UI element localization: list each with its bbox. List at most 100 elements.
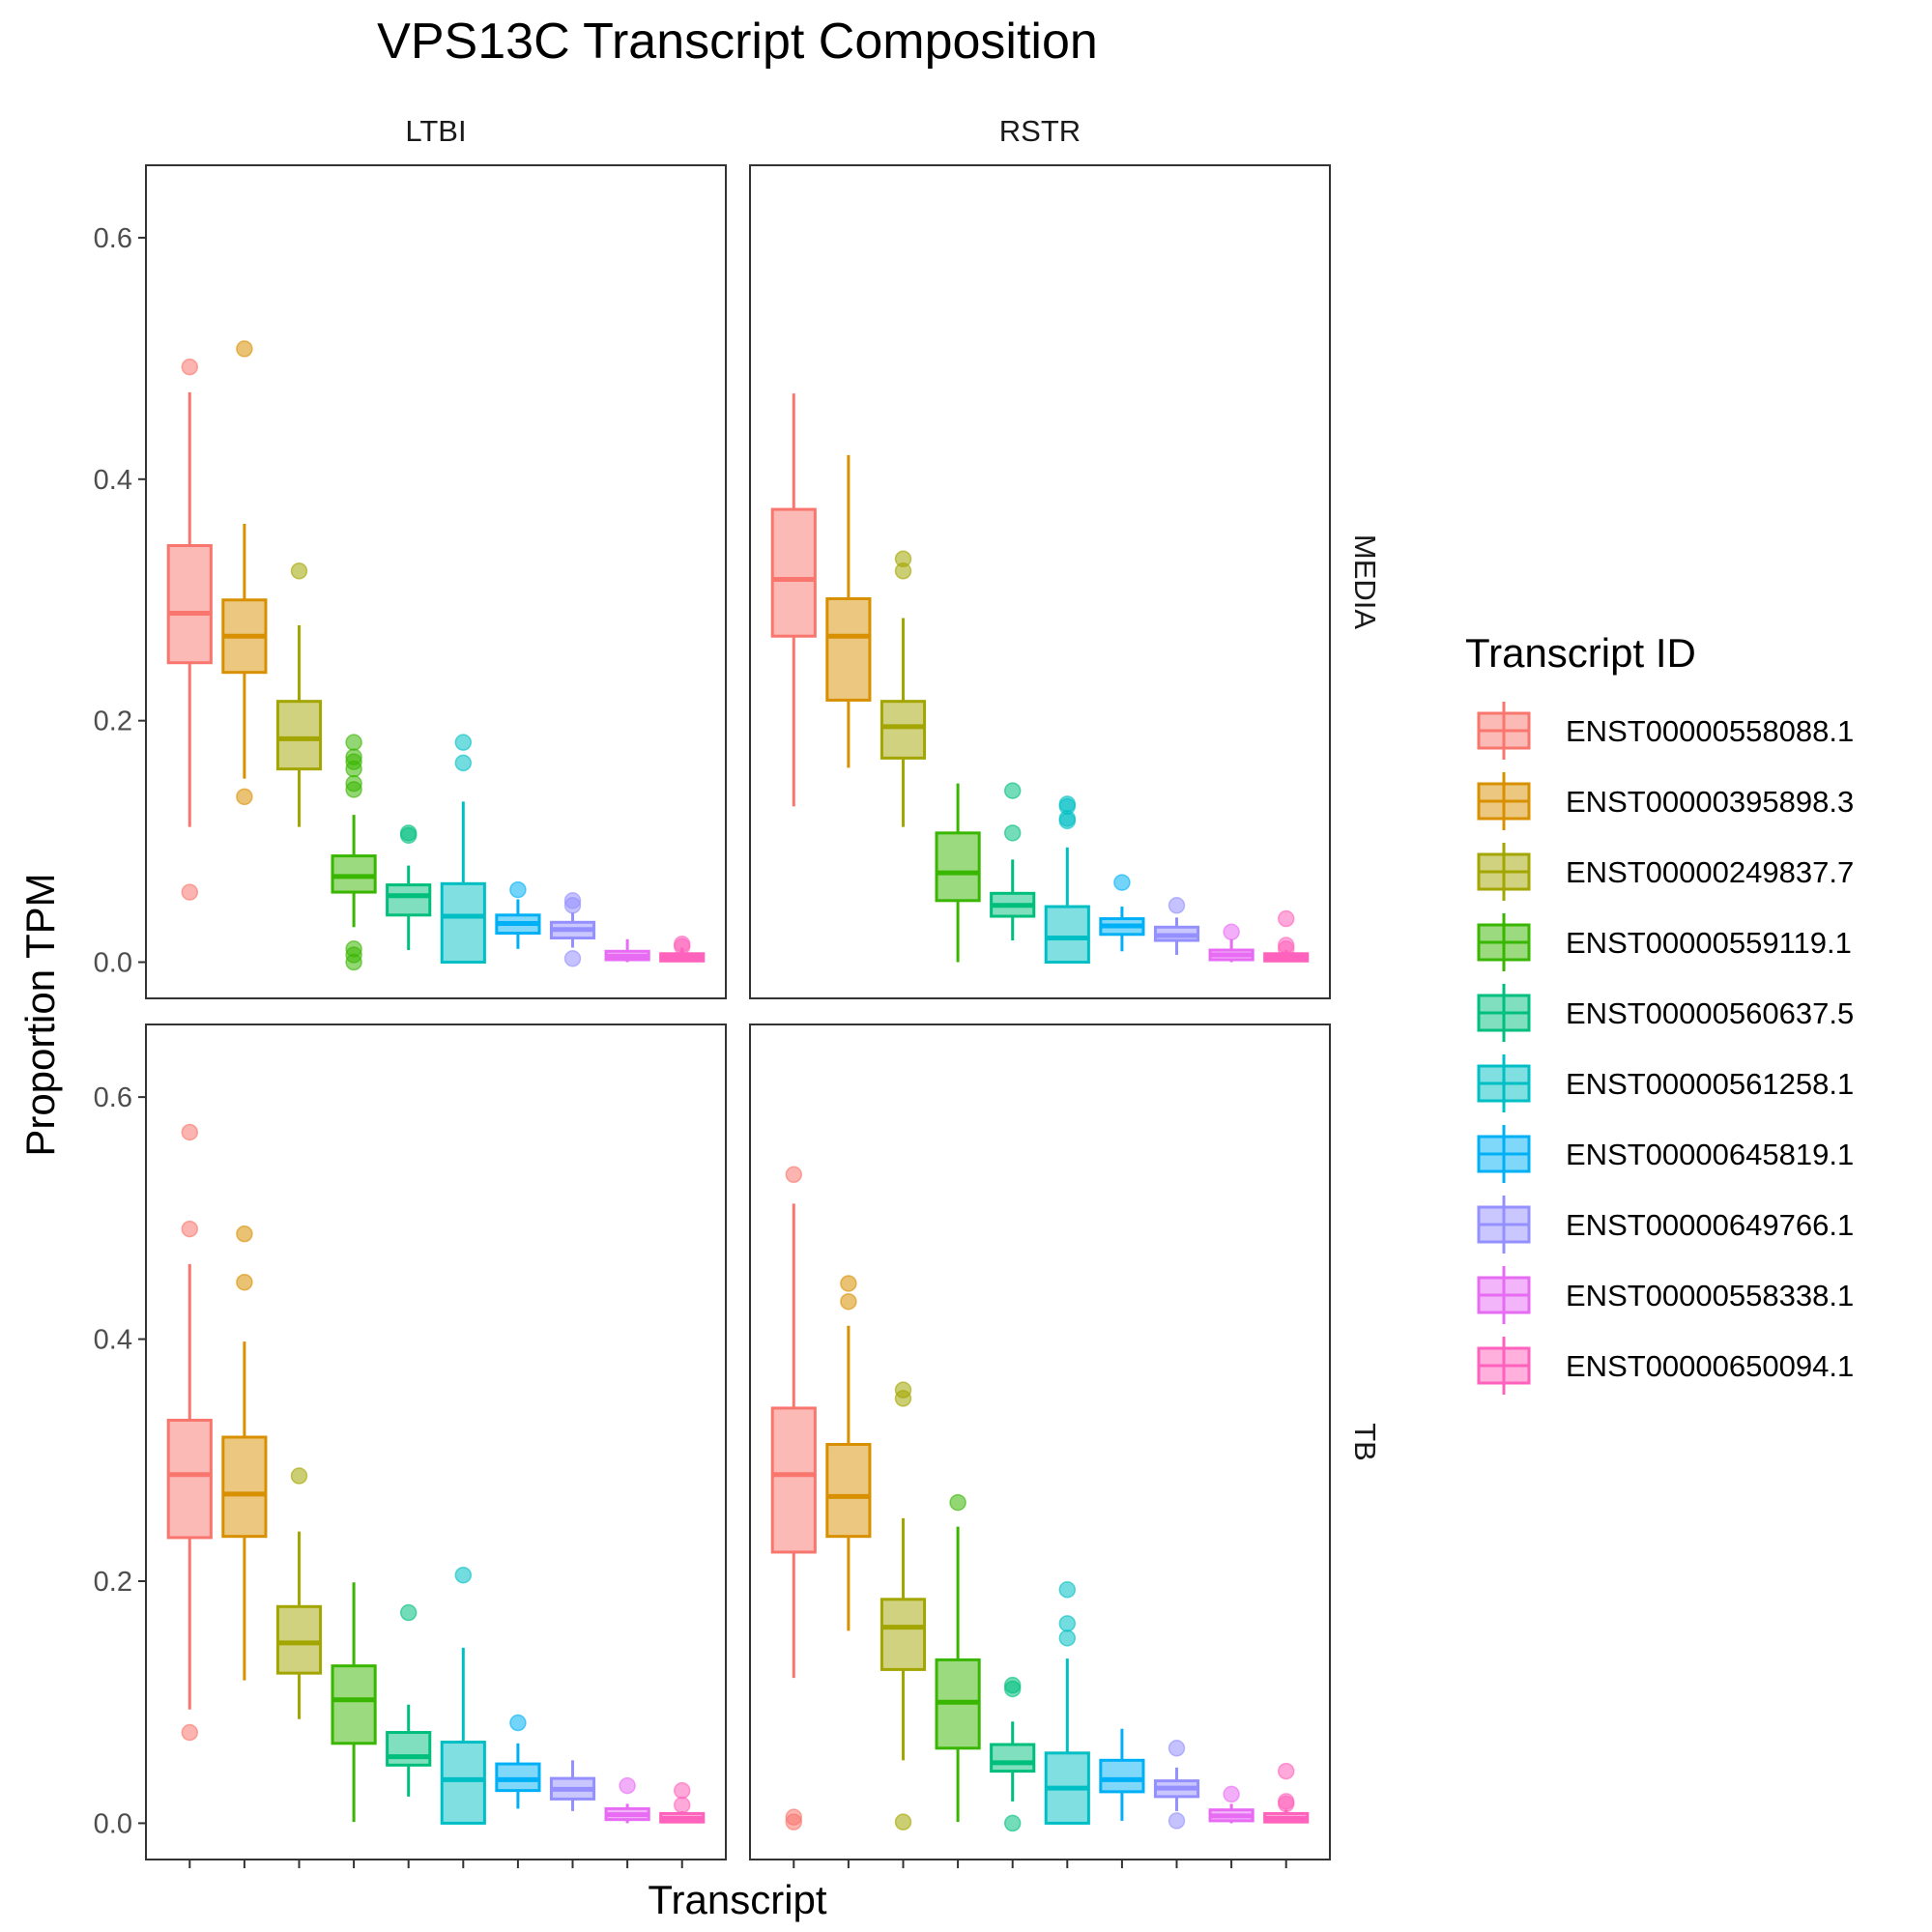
box-iqr xyxy=(1099,1758,1145,1794)
outlier-point xyxy=(181,1220,199,1238)
y-tick-label: 0.0 xyxy=(94,1808,132,1839)
legend-label: ENST00000558338.1 xyxy=(1566,1279,1854,1312)
outlier-point xyxy=(1277,1795,1295,1813)
outlier-point xyxy=(509,880,527,899)
chart-title: VPS13C Transcript Composition xyxy=(377,14,1098,70)
legend-entry: ENST00000561258.1 xyxy=(1477,1054,1854,1112)
outlier-point xyxy=(673,1781,691,1800)
legend-entry: ENST00000645819.1 xyxy=(1477,1125,1854,1183)
outlier-point xyxy=(236,1225,253,1243)
outlier-point xyxy=(236,788,253,806)
facet-strip-tb: TB xyxy=(1348,1423,1382,1461)
facet-panels: LTBI RSTR MEDIA TB 0.0 0.2 0.4 0.6 0.0 0.2 0.4 0.6 xyxy=(94,114,1382,1868)
box-ENST00000395898.3 xyxy=(825,454,872,768)
box-iqr xyxy=(1044,905,1090,965)
outlier-point xyxy=(1277,909,1295,928)
outlier-point xyxy=(1058,1615,1077,1632)
outlier-point xyxy=(454,734,473,751)
box-ENST00000560637.5 xyxy=(386,824,432,951)
box-iqr xyxy=(935,831,981,903)
y-tick-label: 0.4 xyxy=(94,465,132,496)
box-ENST00000558088.1 xyxy=(166,1123,213,1742)
box-iqr xyxy=(770,1406,817,1554)
box-ENST00000559119.1 xyxy=(935,1493,981,1823)
legend-title: Transcript ID xyxy=(1465,630,1696,676)
outlier-point xyxy=(1277,940,1295,958)
outlier-point xyxy=(1113,874,1131,891)
outlier-point xyxy=(1168,1812,1186,1830)
box-ENST00000645819.1 xyxy=(495,1714,541,1809)
box-ENST00000649766.1 xyxy=(549,892,596,967)
outlier-point xyxy=(290,1467,308,1485)
outlier-point xyxy=(454,1566,473,1584)
outlier-point xyxy=(345,760,362,778)
box-iqr xyxy=(386,1731,432,1767)
y-tick-label: 0.2 xyxy=(94,1567,132,1598)
box-ENST00000249837.7 xyxy=(275,562,323,827)
outlier-point xyxy=(1058,812,1077,830)
box-iqr xyxy=(879,700,927,760)
box-ENST00000558338.1 xyxy=(604,938,650,963)
legend-entry: ENST00000558338.1 xyxy=(1477,1266,1854,1324)
outlier-point xyxy=(1003,1814,1022,1832)
box-iqr xyxy=(166,544,213,665)
y-tick-label: 0.6 xyxy=(94,223,132,254)
panel-rstr-media xyxy=(749,164,1331,999)
box-iqr xyxy=(275,700,323,771)
outlier-point xyxy=(1003,782,1022,799)
outlier-point xyxy=(345,781,362,798)
box-ENST00000558088.1 xyxy=(166,358,213,901)
outlier-point xyxy=(1058,1581,1077,1599)
box-iqr xyxy=(221,1435,268,1539)
box-ENST00000559119.1 xyxy=(935,783,981,963)
y-axis-label: Proportion TPM xyxy=(17,873,63,1156)
outlier-point xyxy=(1003,1680,1022,1698)
box-ENST00000560637.5 xyxy=(386,1603,432,1797)
facet-strip-media: MEDIA xyxy=(1348,534,1382,630)
facet-strip-rstr: RSTR xyxy=(999,114,1081,148)
outlier-point xyxy=(399,1603,418,1622)
outlier-point xyxy=(181,1123,199,1141)
outlier-point xyxy=(181,358,199,376)
legend-label: ENST00000649766.1 xyxy=(1566,1208,1854,1242)
y-tick-label: 0.4 xyxy=(94,1325,132,1356)
panel-rstr-tb xyxy=(749,1024,1331,1868)
box-ENST00000249837.7 xyxy=(879,550,927,827)
outlier-point xyxy=(1223,1785,1240,1803)
box-ENST00000559119.1 xyxy=(331,1582,377,1823)
box-ENST00000560637.5 xyxy=(990,782,1036,941)
outlier-point xyxy=(840,1292,857,1311)
legend-label: ENST00000559119.1 xyxy=(1566,926,1852,960)
box-ENST00000249837.7 xyxy=(879,1381,927,1831)
panel-ltbi-tb: 0.0 0.2 0.4 0.6 xyxy=(94,1024,727,1868)
box-ENST00000395898.3 xyxy=(221,340,268,806)
box-iqr xyxy=(386,883,432,917)
box-ENST00000395898.3 xyxy=(825,1275,872,1631)
box-ENST00000650094.1 xyxy=(659,1781,706,1824)
box-iqr xyxy=(331,1664,377,1745)
box-ENST00000558338.1 xyxy=(1208,923,1254,963)
legend-label: ENST00000650094.1 xyxy=(1566,1349,1854,1383)
outlier-point xyxy=(894,562,912,580)
box-ENST00000558088.1 xyxy=(770,393,817,807)
outlier-point xyxy=(1058,1629,1077,1647)
legend-label: ENST00000561258.1 xyxy=(1566,1067,1854,1101)
box-ENST00000645819.1 xyxy=(495,880,541,949)
outlier-point xyxy=(949,1493,966,1512)
panel-border xyxy=(749,164,1331,999)
facet-strip-ltbi: LTBI xyxy=(405,114,466,148)
legend-entry: ENST00000558088.1 xyxy=(1477,702,1854,760)
outlier-point xyxy=(290,562,308,580)
outlier-point xyxy=(563,897,582,914)
box-ENST00000561258.1 xyxy=(440,1566,486,1825)
outlier-point xyxy=(1168,897,1186,914)
legend-label: ENST00000560637.5 xyxy=(1566,996,1854,1030)
box-iqr xyxy=(990,1743,1036,1773)
legend-label: ENST00000395898.3 xyxy=(1566,785,1854,819)
legend-entry: ENST00000649766.1 xyxy=(1477,1196,1854,1254)
x-axis-label: Transcript xyxy=(648,1877,826,1922)
legend-label: ENST00000249837.7 xyxy=(1566,855,1854,889)
outlier-point xyxy=(1003,824,1022,842)
box-iqr xyxy=(495,1762,541,1793)
outlier-point xyxy=(894,1390,912,1407)
